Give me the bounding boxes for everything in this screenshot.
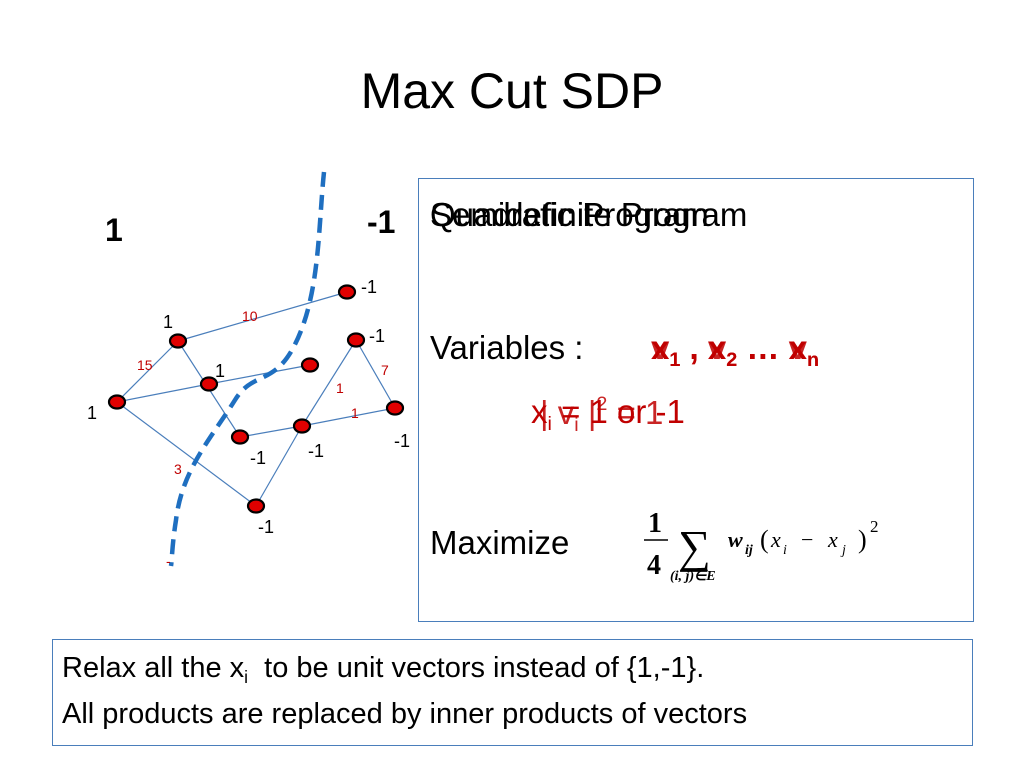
edge-weight: 3 [174, 461, 182, 477]
edge [116, 383, 210, 403]
edge [301, 339, 357, 427]
var-sep: , v [680, 329, 727, 366]
node [292, 418, 312, 434]
edge-weight: 7 [381, 362, 389, 378]
graph-nodes [107, 284, 405, 514]
node [246, 498, 266, 514]
node-label: 1 [87, 403, 97, 423]
program-heading-quadratic: Quadratic Program [430, 196, 709, 233]
var-x: x [651, 329, 670, 366]
node-label: -1 [258, 517, 274, 537]
node [337, 284, 357, 300]
x-i: x [770, 527, 781, 552]
exponent: 2 [870, 517, 879, 536]
var-index: n [806, 348, 820, 371]
edge [208, 364, 311, 385]
constraint-norm: | v [540, 393, 575, 431]
node-label: -1 [250, 448, 266, 468]
constraint-index: i [547, 412, 552, 435]
constraint-index: i [574, 413, 579, 436]
x-j-subscript: j [840, 543, 846, 558]
edge [177, 291, 348, 342]
constraint-power: 2 [596, 393, 608, 415]
node [385, 400, 405, 416]
constraint-v: | vi |2 = 1 [540, 393, 663, 437]
frac-numerator: 1 [648, 508, 662, 539]
constraint-rhs: = 1 or -1 [551, 393, 685, 430]
edge [116, 340, 179, 403]
node [230, 429, 250, 445]
program-box [418, 178, 974, 622]
var-index: 1 [669, 348, 681, 371]
x-j: x [827, 527, 838, 552]
var-index: 2 [726, 348, 738, 371]
side-label-right: -1 [367, 204, 396, 240]
edge [301, 407, 396, 427]
node [199, 376, 219, 392]
frac-denominator: 4 [647, 550, 661, 581]
side-label-left: 1 [105, 212, 123, 248]
constraint-norm-close: | [578, 393, 597, 431]
var-index: 2 [726, 348, 738, 371]
x-i-subscript: i [783, 543, 787, 558]
node [107, 394, 127, 410]
node [300, 357, 320, 373]
var-index: n [806, 348, 820, 371]
edge [255, 425, 303, 507]
cut-curve [168, 171, 327, 567]
node [346, 332, 366, 348]
slide-title: Max Cut SDP [360, 63, 664, 119]
note-text: Relax all the x [62, 652, 245, 684]
constraint-x: xi = 1 or -1 [531, 393, 685, 436]
program-heading-semidefinite: Semidefinite Program [430, 196, 748, 233]
node-label: -1 [394, 431, 410, 451]
variables-label: Variables : [430, 329, 584, 366]
node-label: 1 [163, 312, 173, 332]
paren-open: ( [760, 525, 769, 554]
var-sep: … x [737, 329, 807, 366]
var-v: v [651, 329, 670, 366]
paren-close: ) [858, 525, 867, 554]
variables-x: x1 , x2 … xn [651, 329, 819, 372]
minus-sign: − [801, 527, 813, 552]
graph-edges [116, 291, 396, 507]
edge-weight: 10 [242, 308, 258, 324]
note-line-1: Relax all the xi to be unit vectors inst… [62, 652, 704, 688]
node-label: -1 [308, 441, 324, 461]
variables-v: v1 , v2 … vn [651, 329, 819, 372]
note-box [52, 639, 973, 746]
node-label: 1 [215, 361, 225, 381]
node-label: -1 [369, 326, 385, 346]
constraint-var: x [531, 393, 548, 430]
cut-marker: - [166, 553, 171, 569]
sum-symbol: ∑ [678, 521, 711, 572]
note-text: to be unit vectors instead of {1,-1}. [248, 652, 705, 684]
edge [355, 339, 396, 409]
constraint-rhs: = 1 [607, 393, 664, 431]
edge-weight: 1 [336, 380, 344, 396]
objective-formula: 1 4 ∑ (i, j)∈E w ij ( x i − x j ) 2 [644, 508, 879, 584]
edge-weight: 15 [137, 357, 153, 373]
edge [239, 425, 303, 438]
note-subscript: i [244, 667, 249, 688]
weight-w: w [728, 527, 743, 552]
node-label: -1 [361, 277, 377, 297]
node [168, 333, 188, 349]
sum-subscript: (i, j)∈E [670, 569, 716, 584]
var-sep: , x [680, 329, 727, 366]
edge [116, 401, 257, 507]
weight-subscript: ij [745, 543, 753, 558]
var-sep: … v [737, 329, 807, 366]
edge-weight: 1 [351, 405, 359, 421]
note-line-2: All products are replaced by inner produ… [62, 698, 748, 730]
var-index: 1 [669, 348, 681, 371]
maximize-label: Maximize [430, 524, 570, 561]
